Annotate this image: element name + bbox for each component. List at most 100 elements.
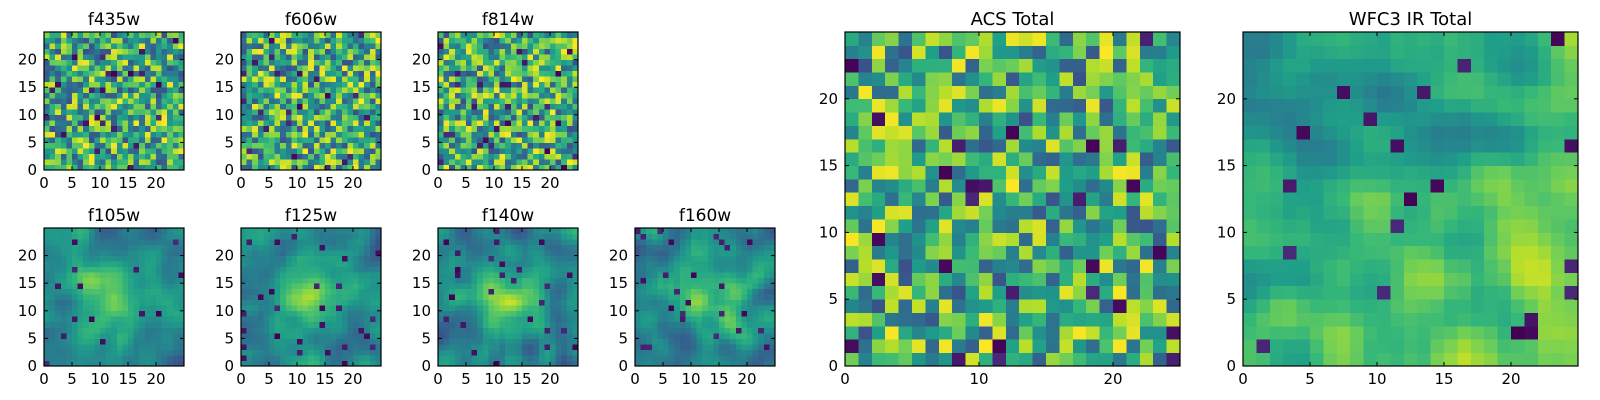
heatmap-cell bbox=[719, 250, 725, 256]
heatmap-cell bbox=[499, 261, 506, 268]
heatmap-cell bbox=[116, 43, 123, 49]
heatmap-cell bbox=[330, 164, 337, 171]
heatmap-cell bbox=[555, 338, 562, 345]
heatmap-cell bbox=[561, 332, 568, 339]
heatmap-cell bbox=[635, 321, 641, 328]
heatmap-cell bbox=[566, 103, 573, 110]
heatmap-cell bbox=[550, 65, 556, 72]
heatmap-cell bbox=[561, 343, 568, 350]
heatmap-cell bbox=[88, 48, 95, 55]
heatmap-cell bbox=[302, 266, 309, 273]
heatmap-cell bbox=[730, 327, 737, 334]
heatmap-cell bbox=[510, 92, 517, 99]
heatmap-cell bbox=[713, 349, 720, 356]
heatmap-cell bbox=[516, 261, 523, 268]
heatmap-cell bbox=[66, 239, 73, 245]
heatmap-cell bbox=[257, 87, 264, 94]
heatmap-cell bbox=[336, 120, 343, 127]
heatmap-cell bbox=[1032, 232, 1047, 247]
heatmap-cell bbox=[538, 98, 545, 105]
heatmap-cell bbox=[72, 272, 78, 279]
heatmap-cell bbox=[925, 339, 940, 354]
heatmap-cell bbox=[77, 164, 84, 171]
heatmap-cell bbox=[274, 48, 281, 55]
heatmap-cell bbox=[77, 43, 84, 49]
heatmap-cell bbox=[516, 288, 523, 295]
heatmap-cell bbox=[522, 343, 528, 350]
heatmap-cell bbox=[167, 228, 174, 234]
heatmap-cell bbox=[449, 316, 456, 323]
heatmap-cell bbox=[353, 109, 359, 116]
heatmap-cell bbox=[297, 158, 303, 165]
heatmap-cell bbox=[505, 59, 512, 66]
heatmap-cell bbox=[1019, 245, 1033, 260]
heatmap-cell bbox=[1072, 165, 1087, 180]
heatmap-cell bbox=[707, 349, 714, 356]
heatmap-cell bbox=[488, 59, 495, 66]
heatmap-cell bbox=[161, 32, 168, 38]
heatmap-cell bbox=[246, 109, 253, 116]
heatmap-cell bbox=[246, 349, 253, 356]
heatmap-cell bbox=[438, 158, 444, 165]
heatmap-cell bbox=[263, 81, 270, 88]
heatmap-cell bbox=[257, 158, 264, 165]
heatmap-cell bbox=[713, 310, 720, 317]
heatmap-cell bbox=[297, 37, 303, 44]
heatmap-cell bbox=[341, 299, 348, 306]
heatmap-cell bbox=[156, 48, 162, 55]
heatmap-cell bbox=[325, 233, 331, 240]
heatmap-cell bbox=[257, 283, 264, 290]
heatmap-cell bbox=[269, 338, 275, 345]
heatmap-cell bbox=[161, 360, 168, 367]
heatmap-cell bbox=[178, 92, 185, 99]
heatmap-cell bbox=[674, 228, 681, 234]
heatmap-cell bbox=[454, 255, 461, 262]
heatmap-cell bbox=[353, 70, 359, 77]
heatmap-cell bbox=[555, 120, 562, 127]
heatmap-cell bbox=[679, 250, 686, 256]
heatmap-cell bbox=[133, 153, 140, 160]
panel-title: f606w bbox=[285, 10, 337, 30]
heatmap-cell bbox=[516, 76, 523, 83]
heatmap-cell bbox=[510, 153, 517, 160]
heatmap-cell bbox=[885, 192, 899, 207]
heatmap-cell bbox=[449, 142, 456, 149]
heatmap-cell bbox=[640, 338, 647, 345]
heatmap-cell bbox=[111, 59, 118, 66]
heatmap-cell bbox=[246, 327, 253, 334]
heatmap-cell bbox=[533, 288, 540, 295]
heatmap-cell bbox=[128, 255, 134, 262]
heatmap-cell bbox=[522, 277, 528, 284]
heatmap-cell bbox=[325, 37, 331, 44]
heatmap-cell bbox=[77, 37, 84, 44]
heatmap-cell bbox=[561, 103, 568, 110]
heatmap-cell bbox=[550, 158, 556, 165]
heatmap-cell bbox=[510, 261, 517, 268]
heatmap-cell bbox=[66, 147, 73, 154]
heatmap-cell bbox=[544, 250, 551, 256]
heatmap-cell bbox=[538, 332, 545, 339]
heatmap-cell bbox=[358, 327, 365, 334]
heatmap-cell bbox=[477, 164, 484, 171]
heatmap-cell bbox=[1019, 339, 1033, 354]
heatmap-cell bbox=[144, 233, 151, 240]
heatmap-cell bbox=[449, 338, 456, 345]
heatmap-cell bbox=[128, 338, 134, 345]
heatmap-cell bbox=[257, 332, 264, 339]
heatmap-cell bbox=[178, 349, 185, 356]
heatmap-cell bbox=[510, 59, 517, 66]
heatmap-cell bbox=[538, 316, 545, 323]
heatmap-cell bbox=[116, 294, 123, 301]
heatmap-cell bbox=[257, 43, 264, 49]
heatmap-cell bbox=[758, 332, 765, 339]
heatmap-cell bbox=[668, 354, 675, 361]
heatmap-cell bbox=[325, 131, 331, 138]
heatmap-cell bbox=[1153, 165, 1167, 180]
heatmap-cell bbox=[280, 272, 287, 279]
heatmap-cell bbox=[72, 114, 78, 121]
heatmap-cell bbox=[510, 120, 517, 127]
heatmap-cell bbox=[572, 360, 579, 367]
heatmap-cell bbox=[297, 327, 303, 334]
heatmap-cell bbox=[1032, 325, 1047, 340]
heatmap-cell bbox=[369, 158, 376, 165]
